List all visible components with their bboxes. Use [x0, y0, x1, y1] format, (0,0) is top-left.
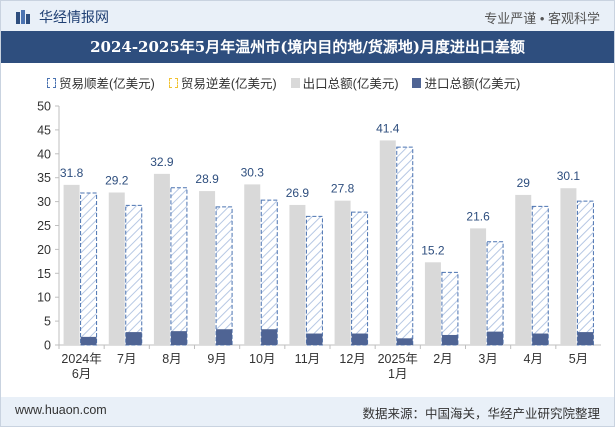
data-label: 27.8 [331, 182, 355, 196]
trade-surplus-bar [531, 205, 549, 346]
data-label: 15.2 [421, 243, 445, 257]
import-bar [532, 333, 549, 345]
site-logo[interactable]: 华经情报网 [15, 7, 109, 27]
import-bar [441, 334, 458, 345]
legend-item-import[interactable]: 进口总额(亿美元) [412, 73, 520, 92]
bars [63, 140, 594, 346]
data-label: 29.2 [105, 174, 129, 188]
y-tick-label: 10 [37, 291, 51, 305]
logo-icon [16, 10, 30, 24]
legend-item-trade-surplus[interactable]: 贸易顺差(亿美元) [47, 73, 155, 92]
trade-surplus-bar [576, 200, 594, 346]
import-bar [577, 332, 594, 345]
data-label: 21.6 [466, 209, 490, 223]
bar-chart: 0 5 10 15 20 25 30 35 40 45 50 2024年 6月 7月 8月 9月 10月 11月 1… [37, 100, 601, 381]
x-tick-label: 4月 [524, 352, 543, 366]
legend-label: 进口总额(亿美元) [424, 77, 521, 91]
legend-label: 贸易逆差(亿美元) [180, 77, 277, 91]
trade-surplus-bar [80, 192, 98, 346]
y-tick-label: 40 [37, 147, 51, 161]
data-label: 30.1 [557, 169, 581, 183]
y-tick-label: 30 [37, 195, 51, 209]
x-tick-label: 3月 [478, 352, 497, 366]
export-bar [199, 191, 216, 345]
y-tick-label: 20 [37, 243, 51, 257]
data-label: 41.4 [376, 121, 400, 135]
import-bar [125, 332, 142, 345]
axes: 0 5 10 15 20 25 30 35 40 45 50 2024年 6月 7月 8月 9月 10月 11月 1… [37, 100, 601, 381]
footer: www.huaon.com 数据来源：中国海关，华经产业研究院整理 [1, 397, 614, 426]
y-tick-label: 5 [44, 315, 51, 329]
website-link[interactable]: www.huaon.com [15, 403, 107, 417]
export-bar [244, 184, 261, 345]
data-label: 31.8 [60, 166, 84, 180]
x-tick-label: 12月 [339, 352, 365, 366]
import-bar [396, 338, 413, 345]
x-tick-label: 2025年 1月 [378, 352, 418, 381]
trade-surplus-bar [396, 146, 414, 346]
x-tick-label: 9月 [207, 352, 226, 366]
data-labels: 31.8 29.2 32.9 28.9 30.3 26.9 27.8 41.4 15.2 21.6… [60, 121, 581, 257]
x-tick-label: 11月 [295, 352, 320, 366]
y-tick-label: 45 [37, 123, 51, 137]
trade-surplus-bar [260, 199, 278, 346]
export-bar [379, 140, 396, 345]
trade-surplus-bar [215, 206, 233, 346]
export-bar [289, 204, 306, 345]
export-bar [63, 184, 80, 345]
legend: 贸易顺差(亿美元) 贸易逆差(亿美元) 出口总额(亿美元) 进口总额(亿美元) [47, 73, 534, 92]
trade-surplus-bar [486, 241, 504, 346]
import-bar [216, 329, 233, 345]
import-bar [261, 329, 278, 345]
x-tick-label: 8月 [162, 352, 181, 366]
import-bar [351, 333, 368, 345]
legend-item-export[interactable]: 出口总额(亿美元) [290, 73, 399, 92]
trade-surplus-bar [170, 187, 188, 346]
top-bar: 华经情报网 专业严谨 • 客观科学 [1, 1, 614, 31]
data-label: 28.9 [195, 172, 219, 186]
data-source: 数据来源：中国海关，华经产业研究院整理 [362, 407, 600, 421]
tagline: 专业严谨 • 客观科学 [484, 11, 600, 26]
y-tick-label: 15 [37, 267, 51, 281]
legend-swatch-export [290, 77, 300, 88]
legend-label: 出口总额(亿美元) [302, 77, 399, 91]
data-label: 30.3 [241, 165, 265, 179]
legend-label: 贸易顺差(亿美元) [59, 77, 155, 91]
site-name: 华经情报网 [39, 9, 109, 25]
y-tick-label: 0 [44, 339, 51, 353]
trade-surplus-bar [125, 204, 143, 346]
import-bar [487, 331, 504, 345]
y-tick-label: 35 [37, 171, 51, 185]
export-bar [334, 200, 351, 345]
chart-title: 2024-2025年5月年温州市(境内目的地/货源地)月度进出口差额 [1, 31, 614, 63]
x-tick-label: 7月 [117, 352, 136, 366]
data-label: 32.9 [150, 155, 174, 169]
trade-surplus-bar [305, 215, 323, 346]
import-bar [306, 333, 323, 345]
export-bar [515, 194, 532, 345]
export-bar [560, 188, 577, 345]
y-tick-label: 50 [37, 100, 51, 114]
data-label: 29 [517, 176, 531, 190]
trade-surplus-bar [351, 211, 369, 346]
x-tick-label: 5月 [569, 352, 588, 366]
import-bar [170, 331, 187, 345]
x-tick-label: 10月 [249, 352, 275, 366]
legend-swatch-trade-surplus [47, 77, 56, 88]
export-bar [108, 192, 125, 345]
x-tick-label: 2024年 6月 [61, 352, 101, 381]
export-bar [153, 173, 170, 345]
import-bar [80, 336, 97, 345]
legend-swatch-import [412, 77, 422, 88]
trade-surplus-bar [441, 271, 459, 346]
legend-item-trade-deficit[interactable]: 贸易逆差(亿美元) [168, 73, 277, 92]
export-bar [424, 262, 441, 345]
legend-swatch-trade-deficit [168, 77, 178, 88]
export-bar [470, 228, 487, 345]
data-label: 26.9 [286, 186, 310, 200]
x-tick-label: 2月 [433, 352, 452, 366]
y-tick-label: 25 [37, 219, 51, 233]
